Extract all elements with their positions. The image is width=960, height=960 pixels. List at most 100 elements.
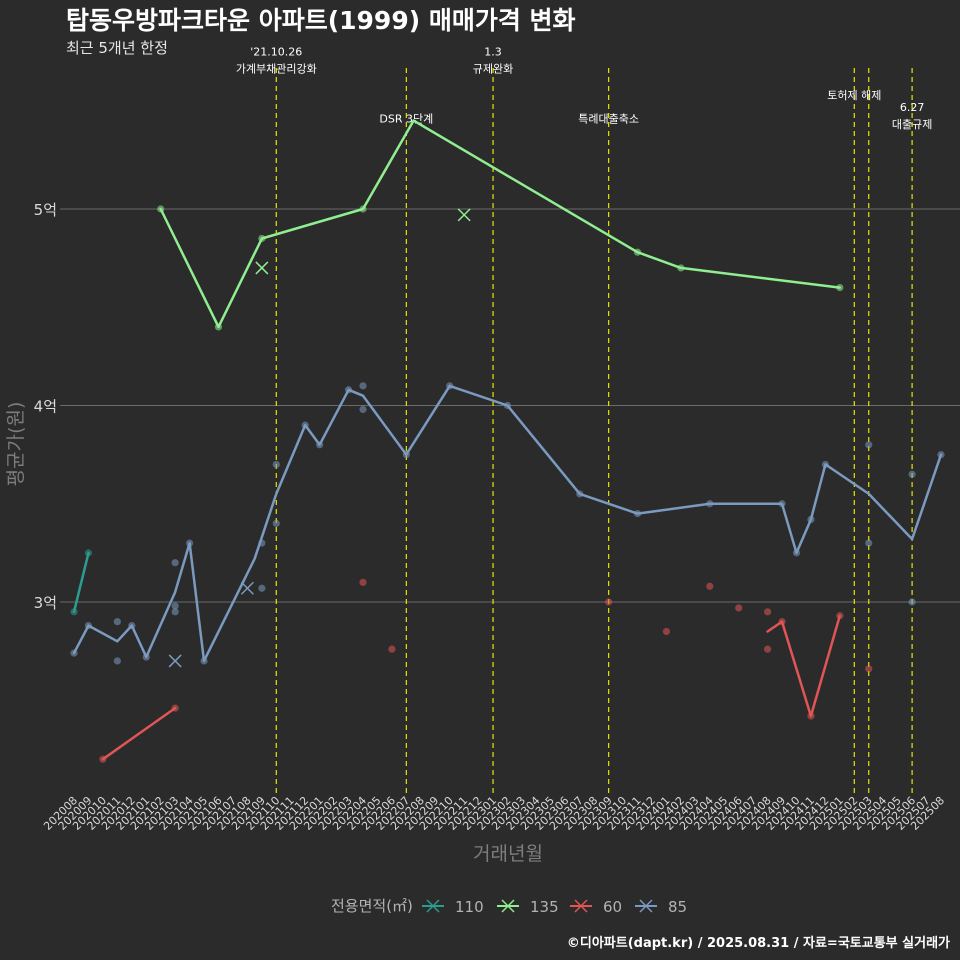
series-135-cross-0 [255,261,269,275]
series-135-point-1 [214,323,223,331]
series-135-point-0 [157,205,165,213]
series-85-point-3 [113,657,121,665]
series-85-point-33 [908,598,916,606]
legend-key-cross-110 [426,899,440,913]
series-60-point-8 [764,608,772,616]
y-tick-labels: 3억 4억 5억 [34,201,57,612]
series-85-point-32 [908,470,916,478]
event-label-6-0: 6.27 [900,101,925,114]
event-label-4-0: 토허제 해제 [827,88,881,102]
legend-key-cross-85 [639,899,653,913]
series-85-point-16 [316,441,324,449]
series-60-point-7 [735,604,743,612]
series-135-point-5 [677,264,685,272]
series-135 [157,119,844,331]
series-110-point-1 [84,549,93,557]
series-85-point-22 [503,401,512,410]
series-85-point-1 [84,621,93,630]
series-85-point-26 [778,500,786,508]
series-85-point-12 [258,584,266,592]
series-85-point-11 [258,539,266,547]
series-85-point-0 [70,649,78,657]
series-60-point-12 [836,612,844,620]
series-85-point-7 [171,602,179,610]
series-85-point-29 [821,460,830,469]
y-tick-4억: 4억 [34,398,57,416]
y-tick-5억: 5억 [34,201,57,219]
series-60-point-2 [359,578,367,586]
series-85-point-5 [142,653,150,661]
series-60-point-13 [865,665,873,673]
series-60-line-0 [101,706,177,761]
legend-title: 전용면적(㎡) [331,897,413,915]
series-85-point-19 [359,405,367,414]
series-85-point-25 [706,500,714,508]
event-label-1-0: DSR 3단계 [379,113,433,126]
legend-key-cross-135 [501,899,515,913]
series-85-point-9 [186,539,194,547]
series-85-point-10 [200,657,208,665]
event-label-6-1: 대출규제 [892,118,932,131]
event-label-0-1: 가계부채관리강화 [236,63,317,76]
series-135-cross-1 [457,208,471,222]
series-85-line-0 [72,384,943,663]
legend-key-cross-60 [574,899,588,913]
legend-label-60: 60 [603,898,622,916]
event-label-2-1: 규제완화 [473,63,513,76]
legend-label-110: 110 [455,898,484,916]
series-85-point-17 [344,386,353,394]
series-60-point-5 [662,627,671,636]
series-60-point-0 [99,755,107,763]
x-tick-labels: 2020082020092020102020112020122021012021… [41,794,947,833]
series-85-point-2 [113,618,121,626]
event-label-3-0: 특례대출축소 [578,113,639,126]
series-85-point-27 [792,549,801,557]
series-60-point-10 [778,618,786,626]
series-135-point-4 [633,248,642,256]
series-85-point-13 [272,460,280,469]
series-85-point-14 [272,519,280,528]
series-85-point-24 [633,509,642,518]
series-110 [70,549,93,616]
chart-subtitle: 최근 5개년 한정 [66,39,168,57]
series-60-point-3 [388,645,396,653]
series-135-point-3 [359,205,367,213]
series-110-line-0 [72,551,90,614]
series-85-point-8 [171,608,179,616]
series-60-line-1 [766,614,842,718]
data-series [70,119,945,763]
series-85-point-15 [301,421,309,429]
series-135-line-0 [159,119,842,329]
series-85-point-34 [937,451,945,459]
y-axis-title: 평균가(원) [5,402,27,487]
series-85-point-23 [576,490,584,498]
series-85-point-18 [359,382,367,390]
series-85-point-4 [128,621,136,630]
series-85-point-6 [171,559,179,567]
chart-title: 탑동우방파크타운 아파트(1999) 매매가격 변화 [66,6,576,35]
series-60-point-11 [807,712,815,720]
x-axis-title: 거래년월 [473,843,543,865]
series-135-point-6 [836,284,844,292]
series-85-point-20 [402,451,410,459]
series-85-cross-0 [168,654,182,668]
series-85-point-28 [807,515,815,524]
series-60 [99,578,873,763]
y-tick-3억: 3억 [34,594,57,612]
series-85-point-21 [446,382,454,390]
series-85 [70,382,945,668]
legend-label-135: 135 [530,898,559,916]
series-85-point-31 [865,539,873,547]
series-60-point-6 [706,582,714,590]
series-60-point-9 [764,645,772,653]
series-110-point-0 [70,608,78,616]
series-135-point-2 [258,234,266,243]
event-label-2-0: 1.3 [484,46,502,59]
event-label-0-0: '21.10.26 [250,46,302,59]
series-60-point-1 [171,704,179,712]
series-60-point-4 [605,598,613,606]
legend: 전용면적(㎡) 110 135 60 85 [331,897,687,916]
series-85-point-30 [865,441,873,449]
series-85-cross-1 [240,581,254,595]
